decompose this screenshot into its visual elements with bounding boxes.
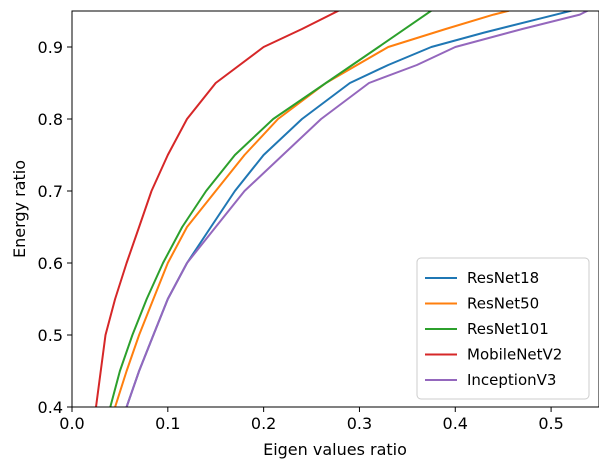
x-tick-label: 0.3 (347, 414, 372, 433)
y-tick-label: 0.6 (38, 254, 63, 273)
x-tick-label: 0.2 (251, 414, 276, 433)
x-tick-label: 0.4 (443, 414, 468, 433)
x-tick-label: 0.1 (155, 414, 180, 433)
y-tick-label: 0.8 (38, 110, 63, 129)
y-axis: 0.4 0.5 0.6 0.7 0.8 0.9 (38, 38, 72, 417)
series-line-resnet50 (114, 11, 510, 407)
x-tick-label: 0.0 (59, 414, 84, 433)
legend-label: MobileNetV2 (467, 346, 562, 364)
series-layer (94, 11, 590, 407)
series-line-inceptionv3 (125, 11, 590, 407)
series-line-resnet101 (109, 11, 433, 407)
series-line-mobilenetv2 (94, 11, 341, 407)
legend-label: ResNet50 (467, 295, 539, 313)
y-tick-label: 0.9 (38, 38, 63, 57)
legend-label: ResNet18 (467, 269, 539, 287)
x-axis-label: Eigen values ratio (263, 440, 407, 459)
y-axis-label: Energy ratio (10, 160, 29, 258)
y-tick-label: 0.4 (38, 398, 63, 417)
plot-frame (71, 10, 599, 408)
y-tick-label: 0.7 (38, 182, 63, 201)
x-axis: 0.0 0.1 0.2 0.3 0.4 0.5 (59, 407, 564, 433)
legend: ResNet18 ResNet50 ResNet101 MobileNetV2 Ince… (416, 257, 590, 400)
y-tick-label: 0.5 (38, 326, 63, 345)
legend-label: InceptionV3 (467, 371, 556, 389)
x-tick-label: 0.5 (538, 414, 563, 433)
legend-label: ResNet101 (467, 320, 549, 338)
legend-box (416, 257, 590, 400)
